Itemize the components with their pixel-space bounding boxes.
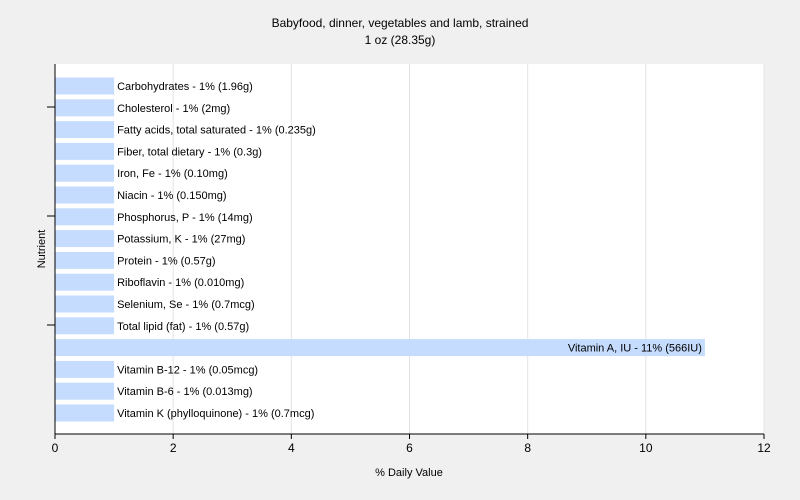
bar (55, 77, 115, 95)
grid-lines (172, 64, 765, 434)
bar (55, 404, 115, 422)
bar-label: Riboflavin - 1% (0.010mg) (117, 277, 244, 289)
x-tick-label: 8 (524, 441, 531, 455)
x-tick-label: 10 (639, 441, 653, 455)
bar-label: Vitamin B-6 - 1% (0.013mg) (117, 386, 253, 398)
bar-label: Niacin - 1% (0.150mg) (117, 190, 226, 202)
bar-label: Iron, Fe - 1% (0.10mg) (117, 168, 228, 180)
x-tick-label: 12 (757, 441, 771, 455)
bar-label: Protein - 1% (0.57g) (117, 255, 215, 267)
chart-title: Babyfood, dinner, vegetables and lamb, s… (272, 16, 529, 30)
bar (55, 295, 115, 313)
bar (55, 142, 115, 160)
bars: Carbohydrates - 1% (1.96g) Cholesterol - … (55, 77, 705, 422)
bar (55, 273, 115, 291)
bar-label: Vitamin B-12 - 1% (0.05mcg) (117, 364, 258, 376)
bar (55, 382, 115, 400)
bar (55, 360, 115, 378)
bar-label: Potassium, K - 1% (27mg) (117, 234, 245, 246)
y-axis-label: Nutrient (36, 230, 48, 269)
bar-label: Fatty acids, total saturated - 1% (0.235… (117, 125, 316, 137)
bar (55, 121, 115, 139)
bar (55, 230, 115, 248)
bar (55, 208, 115, 226)
bar (55, 99, 115, 117)
bar-label: Carbohydrates - 1% (1.96g) (117, 81, 253, 93)
bar (55, 251, 115, 269)
bar-label: Total lipid (fat) - 1% (0.57g) (117, 321, 249, 333)
bar-label: Vitamin A, IU - 11% (566IU) (568, 343, 702, 355)
bar (55, 317, 115, 335)
bar-label: Vitamin K (phylloquinone) - 1% (0.7mcg) (117, 408, 314, 420)
axes: 0 2 4 6 8 10 12 (47, 64, 771, 455)
bar-label: Selenium, Se - 1% (0.7mcg) (117, 299, 255, 311)
x-axis-label: % Daily Value (375, 467, 443, 479)
x-tick-label: 0 (52, 441, 59, 455)
chart-subtitle: 1 oz (28.35g) (365, 33, 436, 47)
x-tick-label: 2 (170, 441, 177, 455)
bar-label: Cholesterol - 1% (2mg) (117, 103, 230, 115)
bar-label: Phosphorus, P - 1% (14mg) (117, 212, 253, 224)
bar (55, 186, 115, 204)
bar (55, 339, 705, 357)
x-tick-label: 4 (288, 441, 295, 455)
x-tick-label: 6 (406, 441, 413, 455)
bar (55, 164, 115, 182)
bar-label: Fiber, total dietary - 1% (0.3g) (117, 146, 262, 158)
